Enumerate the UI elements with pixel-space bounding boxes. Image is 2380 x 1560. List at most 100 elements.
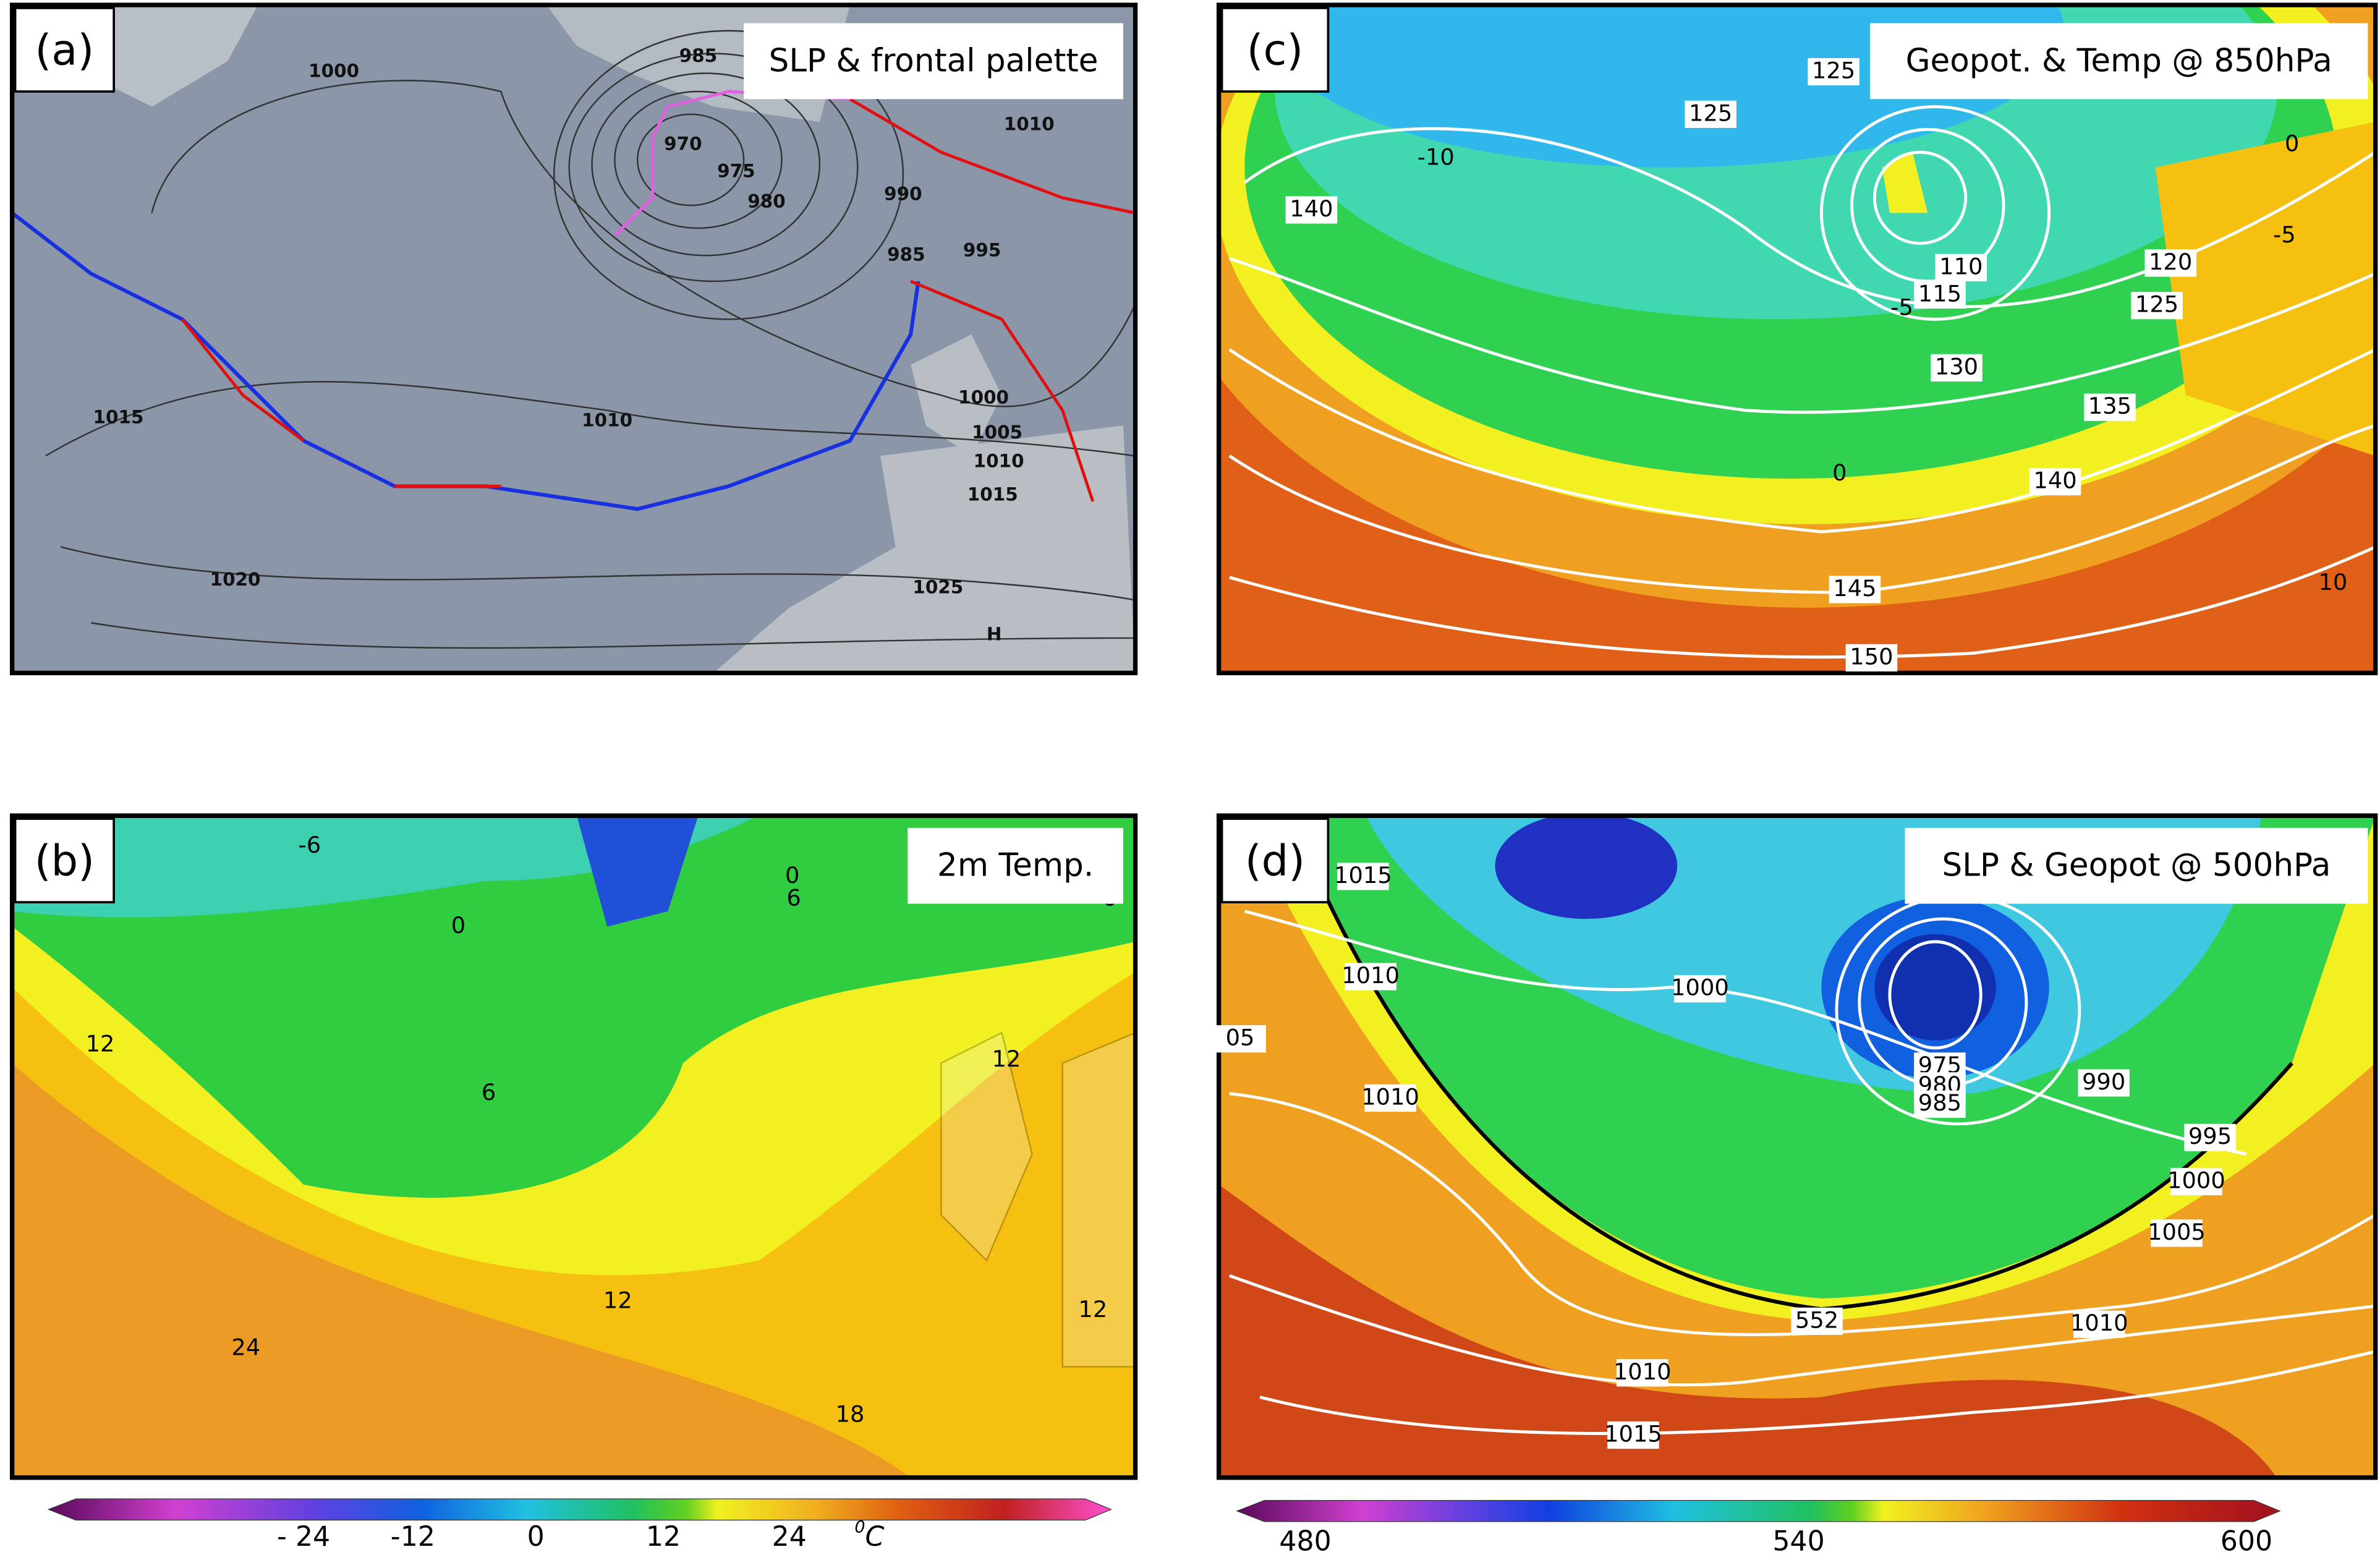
contour-label: 24 xyxy=(231,1334,260,1361)
label-box xyxy=(1285,196,1338,224)
contour-label: 975 xyxy=(717,161,755,182)
label-box xyxy=(1914,281,1966,309)
label-box xyxy=(1935,254,1987,281)
contour-label: 12 xyxy=(1078,1296,1107,1323)
contour-label: -5 xyxy=(2273,221,2296,248)
contour-label: 1015 xyxy=(93,406,144,427)
label-box xyxy=(1808,58,1859,86)
panel: 1015101005100010109759809859909951000100… xyxy=(1214,817,2368,1449)
colorbar-tick-label: 540 xyxy=(1772,1525,1824,1557)
contour-label: 1000 xyxy=(958,386,1009,407)
contour-label: 12 xyxy=(603,1287,632,1313)
contour-label: -10 xyxy=(1417,144,1455,171)
label-box xyxy=(2131,292,2183,320)
contour-label: 995 xyxy=(2188,1123,2232,1149)
contour-label: 1005 xyxy=(972,422,1022,443)
contour-label: 125 xyxy=(2135,291,2178,318)
contour-label: 10 xyxy=(2318,569,2347,595)
contour-label: 552 xyxy=(1795,1306,1838,1333)
label-box xyxy=(2084,393,2136,421)
contour-label: 140 xyxy=(2033,467,2076,494)
frame-d xyxy=(1216,813,2378,1480)
title-box xyxy=(744,23,1123,100)
contour-label: 6 xyxy=(482,1079,496,1106)
contour-label: H xyxy=(987,624,1002,645)
map-c xyxy=(1218,5,2376,673)
label-box xyxy=(2144,249,2196,277)
contour-label: 1000 xyxy=(1671,974,1729,1001)
panel-label-box xyxy=(14,7,115,93)
contour-label: 0 xyxy=(2285,130,2299,156)
colorbar-unit-sup: 0 xyxy=(854,1517,865,1537)
label-box xyxy=(1345,963,1396,991)
contour-label: 1015 xyxy=(1334,862,1392,889)
contour-label: 995 xyxy=(963,239,1001,260)
contour-label: 1010 xyxy=(1361,1083,1419,1110)
label-box xyxy=(1607,1421,1659,1449)
colorbar-tick-label: 12 xyxy=(646,1521,681,1553)
contour-label: 12 xyxy=(86,1030,115,1057)
label-box xyxy=(1845,644,1898,671)
contour-label: 18 xyxy=(836,1401,865,1428)
contour-label: 125 xyxy=(1812,58,1855,84)
contour-label: 6 xyxy=(786,885,801,911)
label-box xyxy=(1829,576,1881,603)
contour-label: 1010 xyxy=(974,451,1024,472)
contour-label: 1010 xyxy=(1613,1358,1672,1385)
contour-label: 985 xyxy=(1918,1089,1961,1116)
colorbar-d xyxy=(1236,1499,2281,1522)
contour-label: 130 xyxy=(1935,353,1978,380)
contour-label: 140 xyxy=(1290,195,1333,222)
frame-c xyxy=(1216,2,2378,676)
panel-label: (d) xyxy=(1245,837,1305,886)
label-box xyxy=(1616,1359,1668,1387)
panel-label-box xyxy=(1220,7,1330,93)
panel-label: (b) xyxy=(35,837,95,886)
frame-b xyxy=(9,813,1138,1480)
contour-label: 1015 xyxy=(967,484,1018,505)
panel-title: SLP & Geopot @ 500hPa xyxy=(1942,847,2331,884)
label-box xyxy=(1791,1307,1843,1335)
label-box xyxy=(2029,467,2081,496)
panel-label-box xyxy=(1220,817,1330,903)
label-box xyxy=(2184,1123,2236,1151)
panel-label-box xyxy=(14,817,115,903)
contour-label: 1010 xyxy=(1341,962,1400,989)
label-box xyxy=(2073,1310,2125,1338)
contour-label: 110 xyxy=(1939,253,1983,279)
contour-label: 12 xyxy=(992,1046,1021,1072)
contour-label: 0 xyxy=(785,862,799,889)
contour-label: 0 xyxy=(1832,459,1847,486)
label-box xyxy=(1214,1025,1266,1053)
contour-label: 1000 xyxy=(2167,1167,2225,1193)
colorbar-tick-label: -12 xyxy=(391,1521,435,1553)
contour-label: 1015 xyxy=(1604,1420,1662,1447)
colorbar-tick-label: 600 xyxy=(2221,1525,2272,1557)
label-box xyxy=(1364,1084,1416,1112)
colorbar-b xyxy=(47,1498,1112,1521)
contour-label: 145 xyxy=(1833,575,1876,602)
contour-label: 985 xyxy=(887,244,925,265)
contour-label: 120 xyxy=(2149,249,2192,275)
contour-label: 985 xyxy=(679,45,717,66)
title-box xyxy=(907,827,1123,904)
contour-label: 05 xyxy=(1226,1025,1255,1051)
label-box xyxy=(2170,1167,2222,1196)
label-box xyxy=(1674,975,1726,1003)
contour-label: 990 xyxy=(2082,1068,2125,1095)
colorbar-unit: C xyxy=(865,1521,885,1553)
panel: -600661261212122418(b)2m Temp. xyxy=(14,817,1123,1428)
colorbar-tick-label: - 24 xyxy=(277,1521,330,1553)
frame-a xyxy=(9,2,1138,676)
colorbar-tick-label: 24 xyxy=(772,1521,807,1553)
contour-label: 990 xyxy=(884,183,922,204)
title-box xyxy=(1870,23,2368,100)
contour-label: 1000 xyxy=(308,61,359,82)
contour-label: 125 xyxy=(1689,100,1732,126)
contour-label: 970 xyxy=(664,133,702,154)
contour-label: 1025 xyxy=(912,576,963,597)
contour-label: 1010 xyxy=(582,409,632,430)
